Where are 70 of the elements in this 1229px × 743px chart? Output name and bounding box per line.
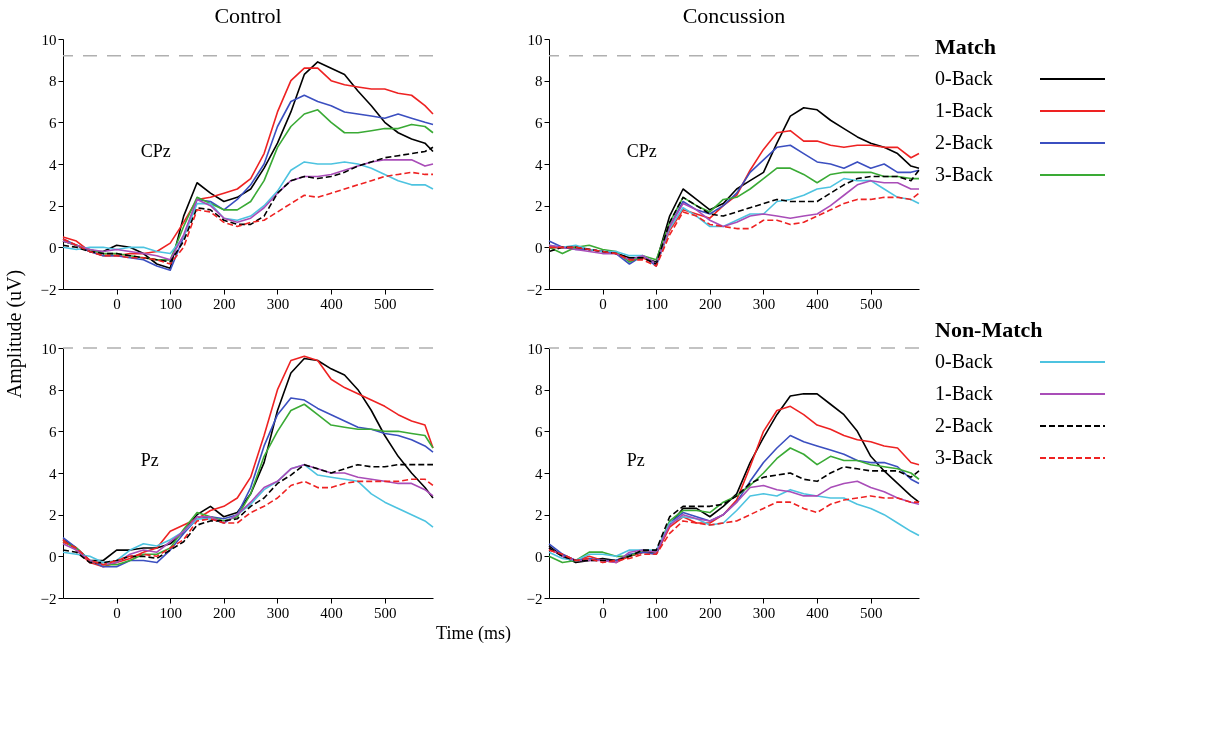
legend-title: Non-Match [935,317,1043,342]
y-tick-label: 8 [535,73,543,90]
x-tick-label: 300 [752,295,776,312]
y-tick-label: 8 [49,382,57,399]
y-tick-label: −2 [40,590,57,607]
y-tick-label: 4 [49,156,57,173]
x-tick-label: 400 [320,295,343,312]
annotation: CPz [140,140,171,161]
x-tick-label: 0 [599,295,607,312]
y-tick-label: −2 [40,281,57,298]
x-tick-label: 500 [373,604,397,621]
y-tick-label: 10 [41,31,57,48]
y-tick-label: 2 [49,507,57,524]
legend-label: 2-Back [935,414,993,436]
x-tick-label: 200 [213,295,236,312]
x-tick-label: 0 [113,295,121,312]
x-tick-label: 500 [859,295,883,312]
y-tick-label: 10 [527,340,543,357]
y-tick-label: 0 [535,239,543,256]
legend-label: 3-Back [935,446,993,468]
y-tick-label: 0 [49,239,57,256]
x-tick-label: 200 [699,604,722,621]
x-tick-label: 500 [373,295,397,312]
y-tick-label: 6 [49,423,57,440]
x-axis-title: Time (ms) [436,622,511,644]
x-tick-label: 300 [266,604,290,621]
legend-label: 2-Back [935,131,993,153]
x-tick-label: 0 [599,604,607,621]
y-tick-label: 0 [49,548,57,565]
y-tick-label: −2 [526,590,543,607]
x-tick-label: 100 [159,604,182,621]
y-tick-label: 0 [535,548,543,565]
legend-label: 0-Back [935,67,993,89]
y-tick-label: 2 [49,198,57,215]
x-tick-label: 400 [806,604,829,621]
annotation: CPz [626,140,657,161]
y-tick-label: 10 [41,340,57,357]
x-tick-label: 100 [645,295,668,312]
y-tick-label: 4 [49,465,57,482]
y-tick-label: 8 [49,73,57,90]
x-tick-label: 300 [752,604,776,621]
x-tick-label: 200 [213,604,236,621]
annotation: Pz [140,449,159,470]
legend-label: 1-Back [935,99,993,121]
x-tick-label: 400 [806,295,829,312]
x-tick-label: 200 [699,295,722,312]
y-tick-label: 10 [527,31,543,48]
x-tick-label: 300 [266,295,290,312]
legend-label: 0-Back [935,350,993,372]
y-tick-label: 2 [535,198,543,215]
y-tick-label: 2 [535,507,543,524]
x-tick-label: 100 [159,295,182,312]
y-tick-label: 6 [49,114,57,131]
y-tick-label: 4 [535,465,543,482]
legend-label: 1-Back [935,382,993,404]
x-tick-label: 100 [645,604,668,621]
x-tick-label: 500 [859,604,883,621]
x-tick-label: 0 [113,604,121,621]
annotation: Pz [626,449,645,470]
chart-title: Concussion [682,3,786,28]
y-tick-label: 6 [535,114,543,131]
legend-label: 3-Back [935,163,993,185]
y-axis-title: Amplitude (uV) [3,269,26,399]
legend-title: Match [935,34,997,59]
x-tick-label: 400 [320,604,343,621]
y-tick-label: −2 [526,281,543,298]
y-tick-label: 4 [535,156,543,173]
y-tick-label: 8 [535,382,543,399]
y-tick-label: 6 [535,423,543,440]
chart-title: Control [214,3,282,28]
